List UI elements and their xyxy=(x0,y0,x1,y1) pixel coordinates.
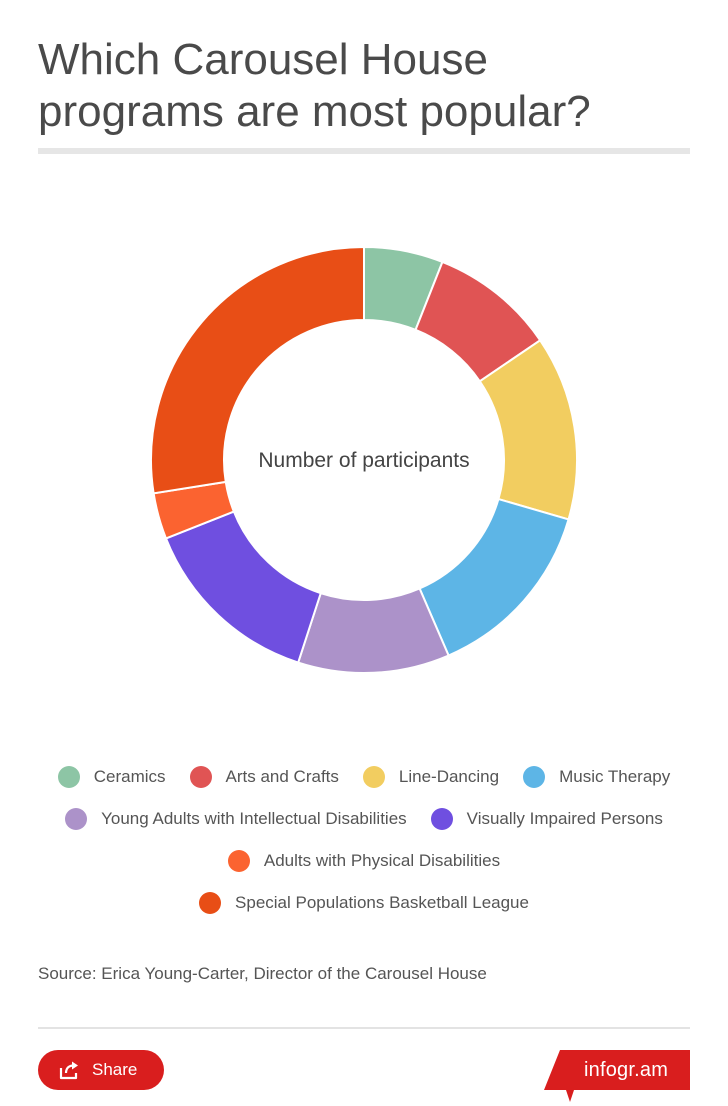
legend-swatch-icon xyxy=(523,766,546,788)
legend-item-ceramics[interactable]: Ceramics xyxy=(57,766,166,788)
legend-label: Line-Dancing xyxy=(398,767,500,786)
legend-label: Music Therapy xyxy=(559,767,671,786)
legend-row-4: Special Populations Basketball League xyxy=(38,882,690,924)
legend-swatch-icon xyxy=(189,766,212,788)
legend-label: Visually Impaired Persons xyxy=(466,809,663,828)
legend-item-music-therapy[interactable]: Music Therapy xyxy=(523,766,670,788)
legend-swatch-icon xyxy=(362,766,385,788)
donut-slice-young-adults-with-intellectual-disabilities[interactable] xyxy=(296,587,450,674)
share-label: Share xyxy=(92,1060,138,1079)
legend-label: Adults with Physical Disabilities xyxy=(263,851,501,870)
legend-label: Ceramics xyxy=(93,767,166,786)
title-line-1: Which Carousel House xyxy=(38,35,488,84)
legend-swatch-icon xyxy=(199,892,222,914)
brand-logo-text: infogr.am xyxy=(584,1059,669,1081)
donut-chart-svg: Number of participants xyxy=(150,245,578,674)
share-icon xyxy=(59,1061,78,1080)
donut-slice-special-populations-basketball-league[interactable] xyxy=(150,245,365,495)
chart-title: Which Carousel House programs are most p… xyxy=(38,34,698,138)
donut-slice-music-therapy[interactable] xyxy=(418,497,570,657)
legend-item-visually-impaired-persons[interactable]: Visually Impaired Persons xyxy=(430,808,663,830)
legend-item-young-adults-with-intellectual-disabilities[interactable]: Young Adults with Intellectual Disabilit… xyxy=(65,808,407,830)
legend-label: Young Adults with Intellectual Disabilit… xyxy=(101,809,407,828)
legend-swatch-icon xyxy=(57,766,80,788)
donut-slice-visually-impaired-persons[interactable] xyxy=(164,510,322,664)
donut-chart: Number of participants xyxy=(0,160,728,760)
legend-swatch-icon xyxy=(227,850,250,872)
legend-item-adults-with-physical-disabilities[interactable]: Adults with Physical Disabilities xyxy=(227,850,501,872)
donut-center-label: Number of participants xyxy=(258,449,469,472)
legend-row-2: Young Adults with Intellectual Disabilit… xyxy=(38,798,690,840)
infogram-brand[interactable]: infogr.am xyxy=(544,1050,690,1102)
legend-swatch-icon xyxy=(65,808,88,830)
brand-badge-shape xyxy=(544,1050,690,1102)
legend-item-special-populations-basketball-league[interactable]: Special Populations Basketball League xyxy=(199,892,529,914)
legend-row-1: Ceramics Arts and Crafts Line-Dancing Music… xyxy=(38,756,690,798)
legend-label: Special Populations Basketball League xyxy=(235,893,529,912)
legend-label: Arts and Crafts xyxy=(225,767,339,786)
source-note: Source: Erica Young-Carter, Director of … xyxy=(38,964,487,983)
title-divider xyxy=(38,148,690,154)
legend-item-arts-and-crafts[interactable]: Arts and Crafts xyxy=(189,766,339,788)
share-button[interactable]: Share xyxy=(38,1050,164,1090)
legend-row-3: Adults with Physical Disabilities xyxy=(38,840,690,882)
chart-legend: Ceramics Arts and Crafts Line-Dancing Music… xyxy=(38,756,690,924)
footer-divider xyxy=(38,1027,690,1029)
title-line-2: programs are most popular? xyxy=(38,87,591,136)
donut-slices xyxy=(150,245,578,674)
legend-swatch-icon xyxy=(430,808,453,830)
legend-item-line-dancing[interactable]: Line-Dancing xyxy=(362,766,500,788)
